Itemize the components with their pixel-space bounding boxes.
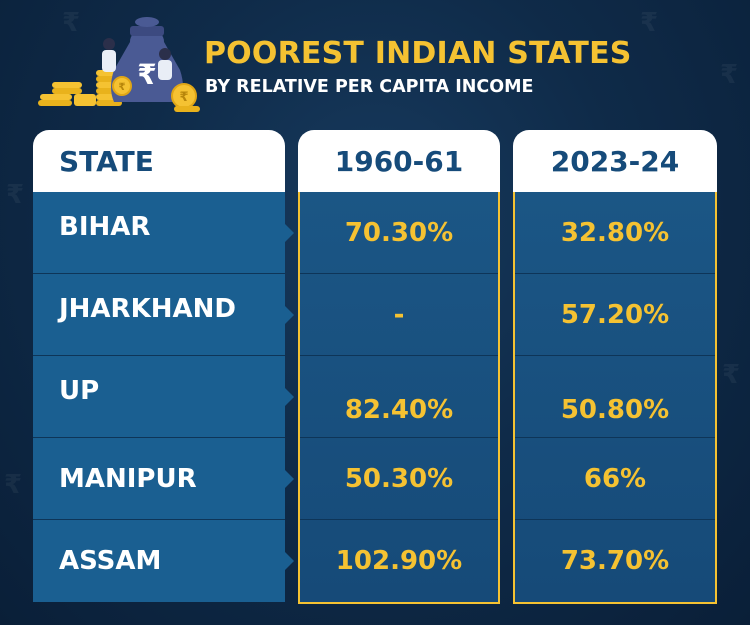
value-cell: 66% [515, 438, 715, 520]
value-cell: - [300, 274, 498, 356]
state-label: BIHAR [59, 212, 151, 242]
rupee-watermark-icon: ₹ [62, 8, 81, 38]
svg-text:₹: ₹ [179, 90, 188, 105]
value-cell: 50.30% [300, 438, 498, 520]
row-pointer [285, 306, 294, 324]
rupee-watermark-icon: ₹ [640, 8, 659, 38]
state-label: JHARKHAND [59, 294, 236, 324]
svg-text:₹: ₹ [137, 58, 156, 91]
value-cell: 82.40% [300, 356, 498, 438]
state-cell: ASSAM [33, 520, 294, 602]
state-label: UP [59, 376, 100, 406]
value-cell: 57.20% [515, 274, 715, 356]
state-column: STATE BIHAR JHARKHAND UP MANIPUR ASSAM [33, 130, 294, 602]
row-pointer [285, 388, 294, 406]
header: ₹ ₹ ₹ POOREST INDIAN STATES BY RELATIVE … [0, 0, 750, 125]
state-cell: MANIPUR [33, 438, 294, 520]
column-header-2023-24: 2023-24 [513, 130, 717, 192]
svg-text:₹: ₹ [119, 82, 126, 93]
row-pointer [285, 552, 294, 570]
rupee-watermark-icon: ₹ [720, 60, 739, 90]
state-cell: JHARKHAND [33, 274, 294, 356]
rupee-watermark-icon: ₹ [6, 180, 25, 210]
value-cell: 102.90% [335, 546, 463, 576]
year-1960-column: 1960-61 70.30% - 82.40% 50.30% 102.90% [298, 130, 500, 604]
value-cell: 32.80% [515, 192, 715, 274]
column-header-1960-61: 1960-61 [298, 130, 500, 192]
page-title: POOREST INDIAN STATES [204, 36, 632, 71]
value-cell: 50.80% [515, 356, 715, 438]
column-header-state: STATE [33, 130, 285, 192]
money-bag-with-rupee-and-coins-icon: ₹ ₹ ₹ [38, 17, 200, 112]
row-pointer [285, 470, 294, 488]
row-pointer [285, 224, 294, 242]
page-subtitle: BY RELATIVE PER CAPITA INCOME [205, 77, 534, 97]
state-label: ASSAM [59, 546, 162, 576]
state-cell: BIHAR [33, 192, 294, 274]
rupee-watermark-icon: ₹ [4, 470, 23, 500]
state-label: MANIPUR [59, 463, 197, 494]
state-cell: UP [33, 356, 294, 438]
value-cell: 73.70% [560, 546, 670, 576]
value-cell: 70.30% [300, 192, 498, 274]
year-2023-column: 2023-24 32.80% 57.20% 50.80% 66% 73.70% [513, 130, 717, 604]
rupee-watermark-icon: ₹ [722, 360, 741, 390]
